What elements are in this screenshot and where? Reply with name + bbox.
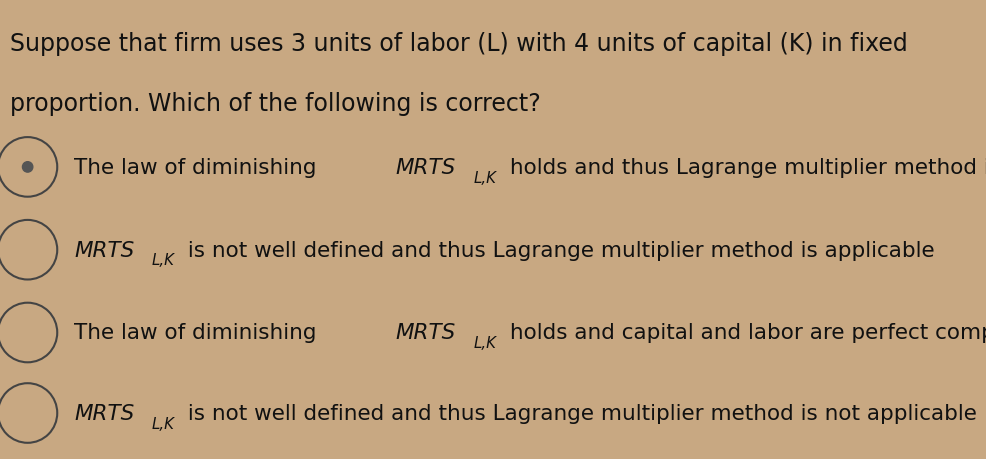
Text: L,K: L,K bbox=[152, 416, 175, 431]
Text: Suppose that firm uses 3 units of labor (L) with 4 units of capital (K) in fixed: Suppose that firm uses 3 units of labor … bbox=[10, 32, 907, 56]
Text: proportion. Which of the following is correct?: proportion. Which of the following is co… bbox=[10, 92, 540, 116]
Text: MRTS: MRTS bbox=[395, 157, 456, 178]
Text: is not well defined and thus Lagrange multiplier method is applicable: is not well defined and thus Lagrange mu… bbox=[181, 240, 934, 260]
Text: L,K: L,K bbox=[152, 253, 175, 268]
Text: MRTS: MRTS bbox=[395, 323, 456, 343]
Text: holds and capital and labor are perfect complements.: holds and capital and labor are perfect … bbox=[503, 323, 986, 343]
Text: The law of diminishing: The law of diminishing bbox=[74, 157, 323, 178]
Ellipse shape bbox=[23, 162, 33, 173]
Text: MRTS: MRTS bbox=[74, 403, 134, 423]
Text: The law of diminishing: The law of diminishing bbox=[74, 323, 323, 343]
Text: MRTS: MRTS bbox=[74, 240, 134, 260]
Text: holds and thus Lagrange multiplier method is applicable: holds and thus Lagrange multiplier metho… bbox=[503, 157, 986, 178]
Text: L,K: L,K bbox=[473, 336, 496, 350]
Text: L,K: L,K bbox=[473, 170, 496, 185]
Text: is not well defined and thus Lagrange multiplier method is not applicable: is not well defined and thus Lagrange mu… bbox=[181, 403, 976, 423]
